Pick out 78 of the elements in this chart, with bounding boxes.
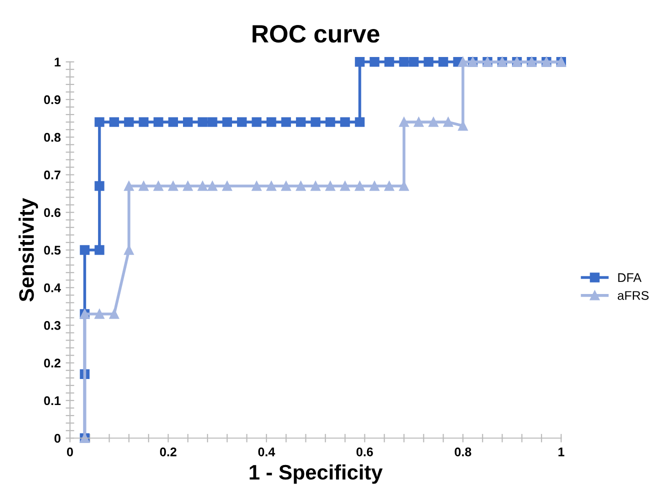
point bbox=[208, 181, 218, 191]
point bbox=[183, 117, 193, 127]
point bbox=[252, 181, 262, 191]
point bbox=[109, 309, 120, 319]
point bbox=[399, 57, 409, 67]
point bbox=[399, 117, 409, 127]
y-tick-label: 0.6 bbox=[44, 208, 61, 218]
y-tick-label: 0.4 bbox=[44, 283, 61, 292]
point bbox=[281, 181, 291, 191]
point bbox=[414, 117, 424, 127]
point bbox=[80, 245, 90, 255]
point bbox=[124, 181, 134, 191]
point bbox=[124, 245, 134, 255]
point bbox=[237, 117, 247, 127]
y-tick-label: 0.2 bbox=[44, 358, 60, 368]
point bbox=[310, 181, 320, 191]
x-tick-label: 0.2 bbox=[160, 447, 176, 456]
point bbox=[109, 117, 120, 127]
legend-label: aFRS bbox=[618, 291, 649, 300]
point bbox=[124, 117, 134, 127]
y-tick-label: 1 bbox=[54, 58, 61, 66]
point bbox=[281, 117, 291, 127]
point bbox=[384, 57, 394, 67]
point bbox=[443, 117, 454, 127]
point bbox=[399, 181, 409, 191]
point bbox=[370, 181, 380, 191]
point bbox=[408, 57, 419, 67]
y-tick-label: 0.7 bbox=[44, 170, 60, 180]
x-axis-title: 1 - Specificity bbox=[250, 464, 383, 484]
point bbox=[154, 181, 164, 191]
point bbox=[252, 117, 262, 127]
point bbox=[198, 181, 208, 191]
point bbox=[266, 181, 276, 191]
point bbox=[198, 117, 208, 127]
point bbox=[424, 57, 434, 67]
x-tick-label: 1 bbox=[558, 448, 564, 456]
point bbox=[458, 57, 468, 67]
y-tick-label: 0.3 bbox=[44, 321, 61, 330]
point bbox=[325, 117, 336, 127]
x-tick-label: 0.8 bbox=[454, 447, 472, 456]
y-tick-label: 0.9 bbox=[44, 95, 60, 104]
point bbox=[296, 117, 306, 127]
point bbox=[296, 181, 306, 191]
point bbox=[354, 57, 365, 67]
point bbox=[310, 117, 320, 127]
y-tick-label: 0 bbox=[54, 434, 60, 443]
y-axis-title: Sensitivity bbox=[18, 198, 38, 302]
chart-title: ROC curve bbox=[252, 24, 380, 43]
y-tick-label: 0.8 bbox=[44, 132, 61, 142]
point bbox=[354, 117, 365, 127]
x-tick-label: 0.6 bbox=[356, 447, 373, 456]
point bbox=[384, 181, 394, 191]
point bbox=[222, 117, 232, 127]
y-tick-label: 0.1 bbox=[44, 396, 61, 406]
point bbox=[154, 117, 164, 127]
point bbox=[266, 117, 276, 127]
point bbox=[94, 309, 104, 319]
point bbox=[183, 181, 193, 191]
x-tick-label: 0.4 bbox=[258, 447, 276, 456]
point bbox=[168, 117, 178, 127]
point bbox=[138, 181, 149, 191]
point bbox=[94, 245, 104, 255]
point bbox=[370, 57, 380, 67]
point bbox=[94, 117, 104, 127]
point bbox=[222, 181, 232, 191]
legend-label: DFA bbox=[618, 273, 642, 282]
point bbox=[94, 181, 104, 191]
point bbox=[138, 117, 149, 127]
point bbox=[438, 57, 448, 67]
point bbox=[325, 181, 336, 191]
point bbox=[340, 181, 350, 191]
point bbox=[354, 181, 365, 191]
x-tick-label: 0 bbox=[67, 447, 73, 456]
point bbox=[428, 117, 438, 127]
point bbox=[208, 117, 218, 127]
y-tick-label: 0.5 bbox=[44, 246, 61, 255]
point bbox=[340, 117, 350, 127]
point bbox=[168, 181, 178, 191]
